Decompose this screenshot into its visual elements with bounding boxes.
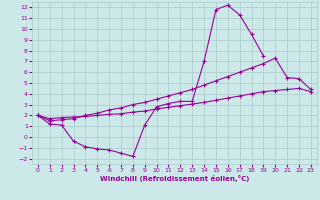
X-axis label: Windchill (Refroidissement éolien,°C): Windchill (Refroidissement éolien,°C)	[100, 175, 249, 182]
